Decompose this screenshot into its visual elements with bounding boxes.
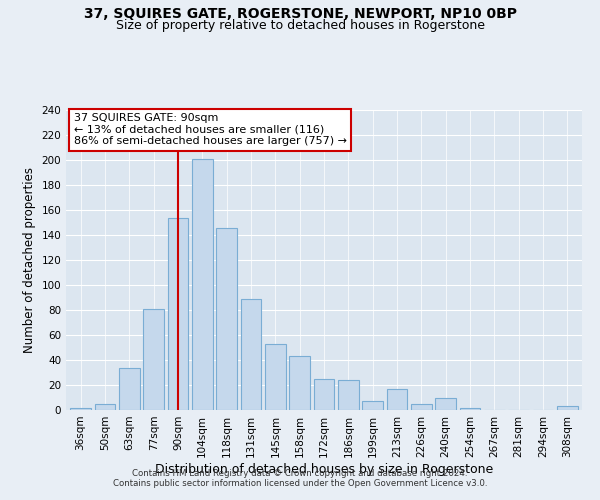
Bar bbox=[265, 344, 286, 410]
Bar bbox=[241, 298, 262, 410]
Bar bbox=[143, 308, 164, 410]
Bar bbox=[314, 379, 334, 410]
Text: Contains public sector information licensed under the Open Government Licence v3: Contains public sector information licen… bbox=[113, 478, 487, 488]
Y-axis label: Number of detached properties: Number of detached properties bbox=[23, 167, 36, 353]
Text: Contains HM Land Registry data © Crown copyright and database right 2024.: Contains HM Land Registry data © Crown c… bbox=[132, 468, 468, 477]
Bar bbox=[167, 218, 188, 410]
Text: 37, SQUIRES GATE, ROGERSTONE, NEWPORT, NP10 0BP: 37, SQUIRES GATE, ROGERSTONE, NEWPORT, N… bbox=[83, 8, 517, 22]
Bar bbox=[192, 159, 212, 410]
Bar bbox=[338, 380, 359, 410]
X-axis label: Distribution of detached houses by size in Rogerstone: Distribution of detached houses by size … bbox=[155, 462, 493, 475]
Bar bbox=[362, 401, 383, 410]
Bar bbox=[386, 389, 407, 410]
Bar bbox=[460, 408, 481, 410]
Text: Size of property relative to detached houses in Rogerstone: Size of property relative to detached ho… bbox=[115, 19, 485, 32]
Bar bbox=[119, 368, 140, 410]
Bar bbox=[557, 406, 578, 410]
Bar bbox=[216, 228, 237, 410]
Bar bbox=[436, 398, 456, 410]
Bar bbox=[289, 356, 310, 410]
Text: 37 SQUIRES GATE: 90sqm
← 13% of detached houses are smaller (116)
86% of semi-de: 37 SQUIRES GATE: 90sqm ← 13% of detached… bbox=[74, 113, 347, 146]
Bar bbox=[95, 404, 115, 410]
Bar bbox=[70, 408, 91, 410]
Bar bbox=[411, 404, 432, 410]
